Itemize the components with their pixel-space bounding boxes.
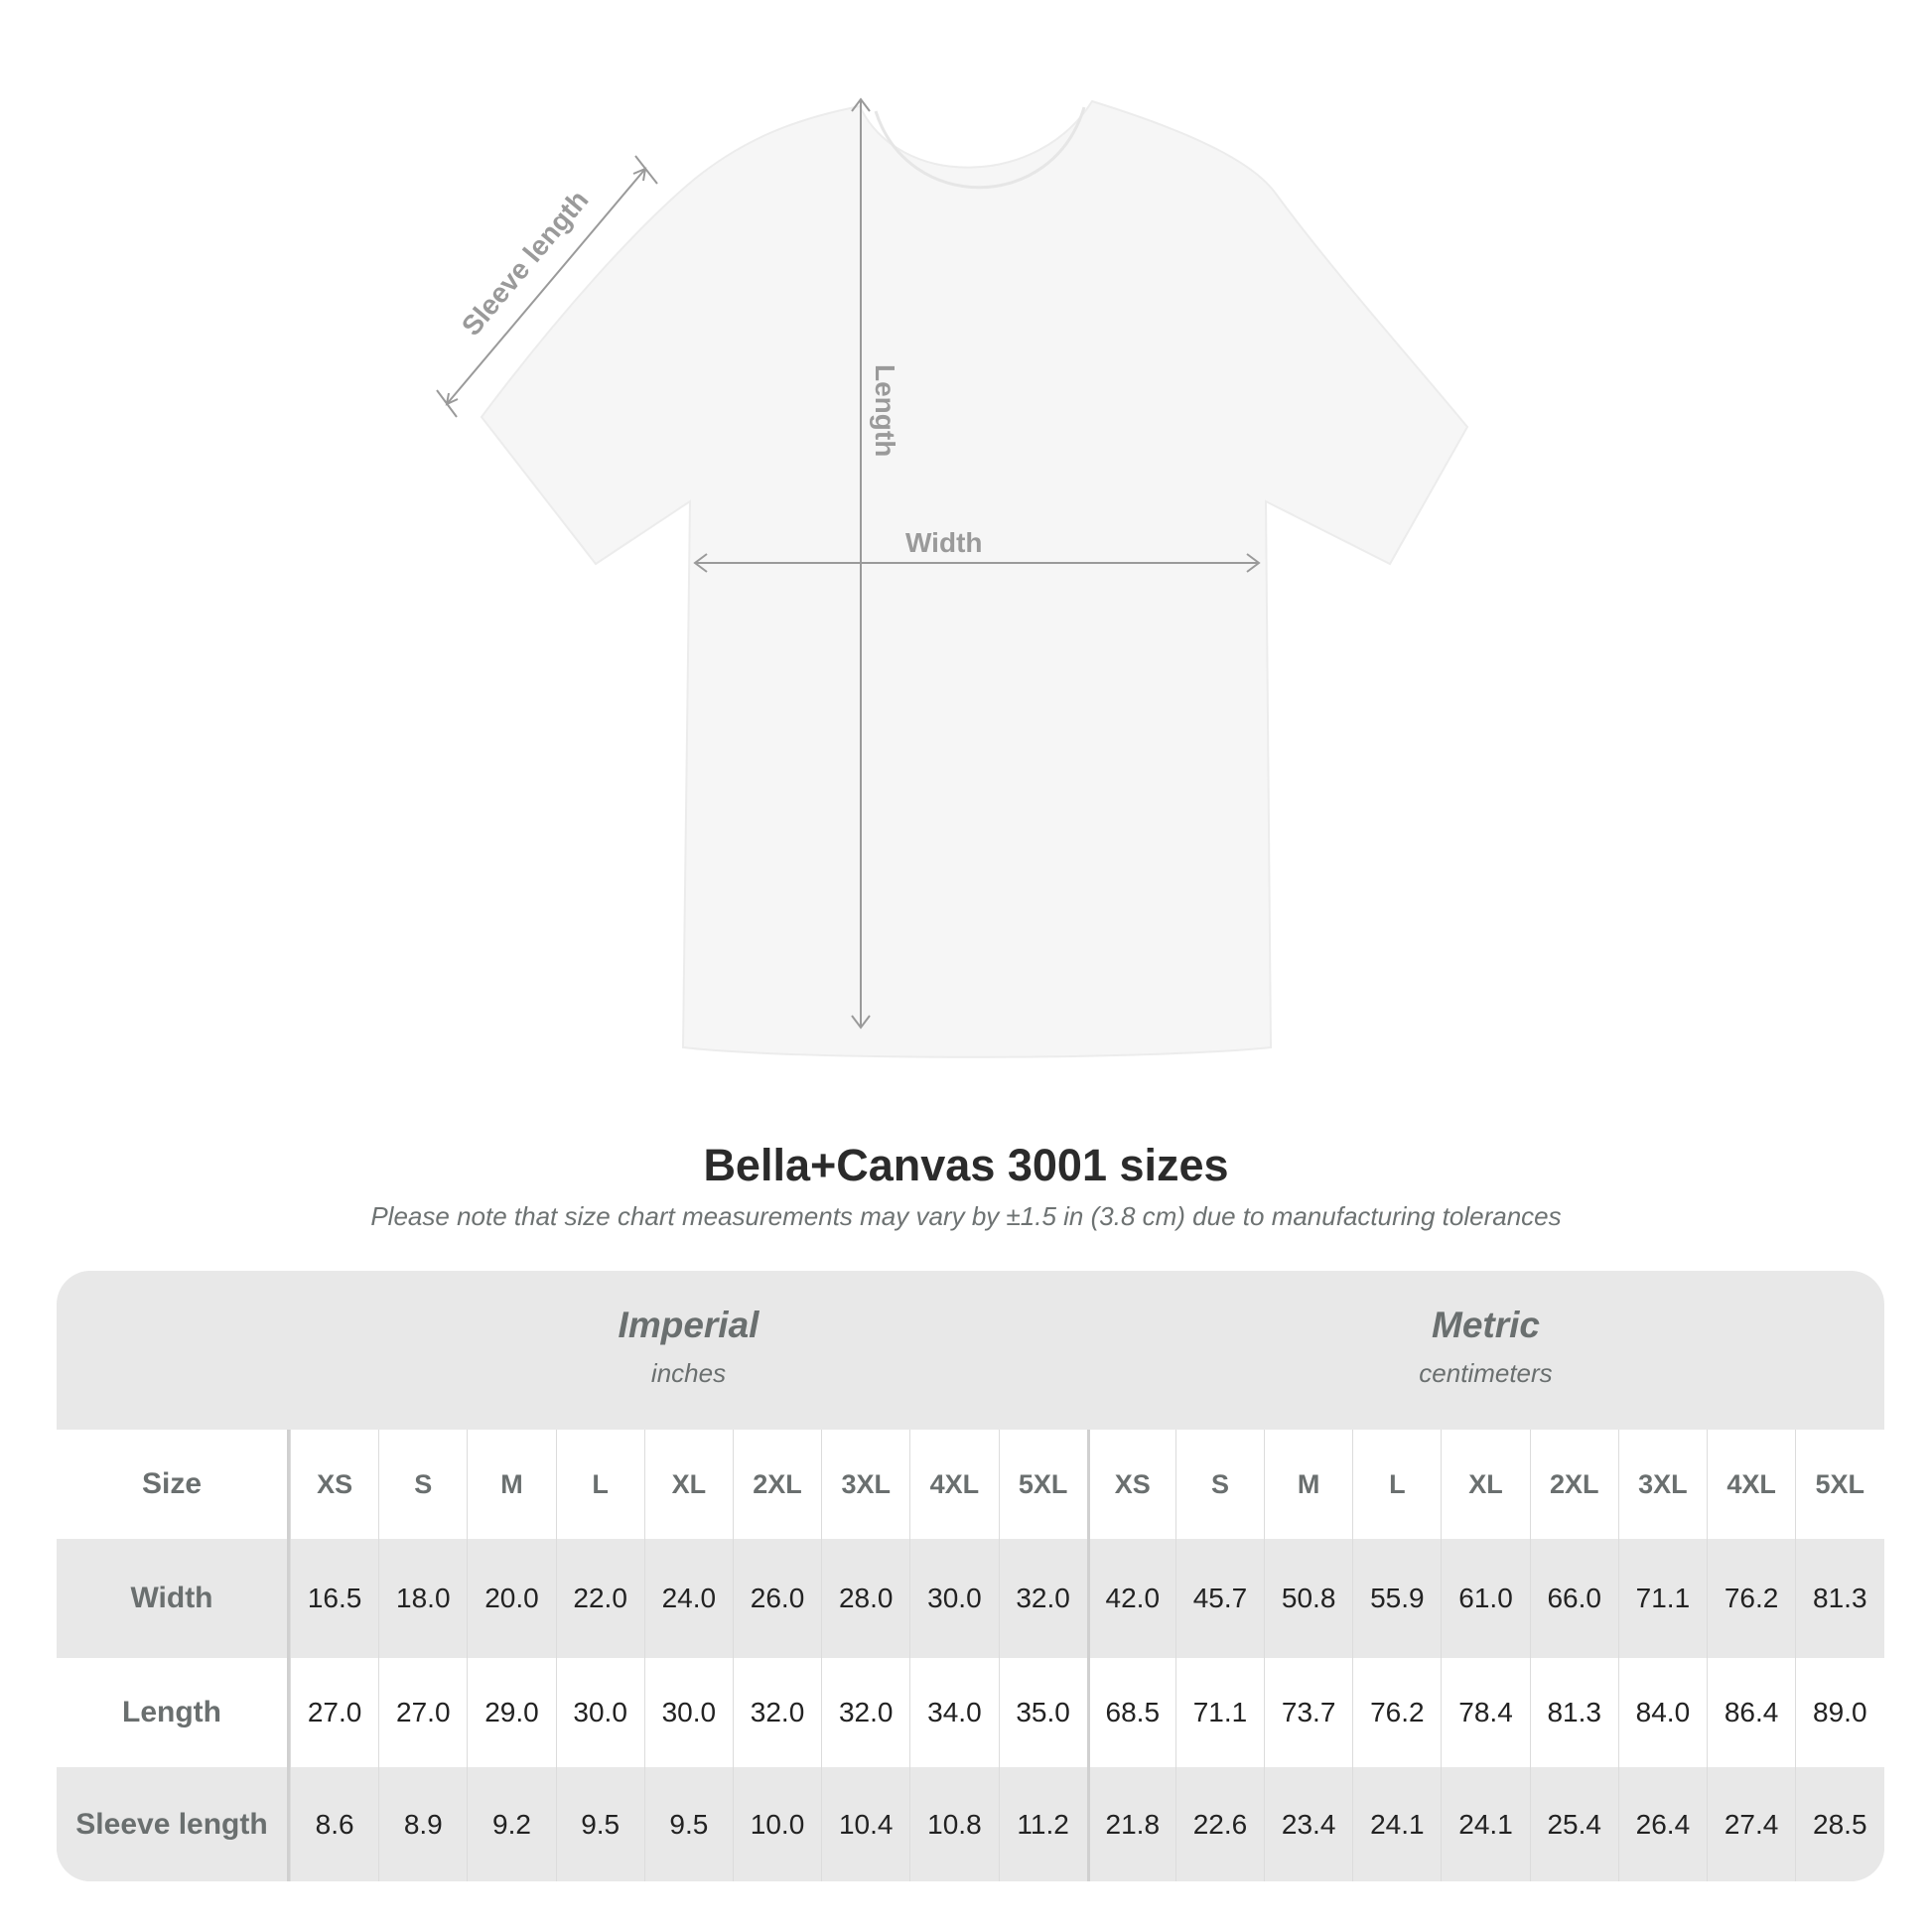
imperial-value-cell: 16.5 — [290, 1539, 378, 1658]
imperial-size-header: XL — [643, 1430, 733, 1539]
metric-value-cell: 61.0 — [1441, 1539, 1529, 1658]
metric-value-cell: 21.8 — [1086, 1767, 1175, 1881]
metric-size-header: XS — [1086, 1430, 1175, 1539]
row-label: Length — [57, 1658, 290, 1767]
imperial-size-header: 3XL — [821, 1430, 909, 1539]
metric-size-header: M — [1264, 1430, 1352, 1539]
imperial-header: Imperial inches — [290, 1271, 1087, 1430]
table-row: Width 16.5 18.0 20.0 22.0 24.0 26.0 28.0 30.0 32.… — [57, 1539, 1884, 1658]
row-label: Sleeve length — [57, 1767, 290, 1881]
imperial-value-cell: 10.4 — [821, 1767, 909, 1881]
metric-size-header: 5XL — [1795, 1430, 1883, 1539]
metric-value-cell: 28.5 — [1795, 1767, 1883, 1881]
imperial-value-cell: 26.0 — [732, 1539, 821, 1658]
imperial-value-cell: 34.0 — [909, 1658, 998, 1767]
width-label: Width — [905, 527, 983, 558]
tshirt-diagram: Sleeve length Length Width — [436, 97, 1469, 1058]
imperial-size-header: L — [555, 1430, 644, 1539]
size-header-row: Size XS S M L XL 2XL 3XL 4XL 5XL XS S M L XL 2XL 3XL 4XL 5… — [57, 1430, 1884, 1539]
imperial-size-header: XS — [290, 1430, 378, 1539]
metric-value-cell: 71.1 — [1617, 1539, 1707, 1658]
metric-value-cell: 81.3 — [1529, 1658, 1618, 1767]
length-label: Length — [870, 364, 900, 457]
imperial-value-cell: 10.0 — [732, 1767, 821, 1881]
metric-size-header: L — [1352, 1430, 1441, 1539]
imperial-value-cell: 30.0 — [643, 1658, 733, 1767]
imperial-value-cell: 11.2 — [998, 1767, 1087, 1881]
imperial-value-cell: 30.0 — [909, 1539, 998, 1658]
imperial-size-header: 4XL — [909, 1430, 998, 1539]
neck-collar — [874, 106, 1086, 190]
imperial-value-cell: 9.5 — [643, 1767, 733, 1881]
imperial-value-cell: 32.0 — [732, 1658, 821, 1767]
sleeve-length-arrow — [446, 168, 646, 405]
metric-value-cell: 24.1 — [1352, 1767, 1441, 1881]
row-label: Size — [57, 1430, 290, 1539]
metric-value-cell: 66.0 — [1529, 1539, 1618, 1658]
table-header: Imperial inches Metric centimeters — [57, 1271, 1884, 1430]
metric-header: Metric centimeters — [1087, 1271, 1884, 1430]
table-body: Size XS S M L XL 2XL 3XL 4XL 5XL XS S M L XL 2XL 3XL 4XL 5… — [57, 1430, 1884, 1881]
imperial-value-cell: 28.0 — [821, 1539, 909, 1658]
metric-value-cell: 76.2 — [1352, 1658, 1441, 1767]
imperial-value-cell: 9.2 — [467, 1767, 555, 1881]
imperial-value-cell: 32.0 — [821, 1658, 909, 1767]
table-row: Length 27.0 27.0 29.0 30.0 30.0 32.0 32.0 34.0 35… — [57, 1658, 1884, 1767]
metric-value-cell: 55.9 — [1352, 1539, 1441, 1658]
metric-value-cell: 26.4 — [1617, 1767, 1707, 1881]
metric-size-header: S — [1174, 1430, 1264, 1539]
metric-value-cell: 25.4 — [1529, 1767, 1618, 1881]
metric-value-cell: 84.0 — [1617, 1658, 1707, 1767]
imperial-value-cell: 24.0 — [643, 1539, 733, 1658]
metric-value-cell: 78.4 — [1441, 1658, 1529, 1767]
imperial-value-cell: 8.6 — [290, 1767, 378, 1881]
table-row: Sleeve length 8.6 8.9 9.2 9.5 9.5 10.0 10.4 10.8… — [57, 1767, 1884, 1881]
metric-value-cell: 23.4 — [1264, 1767, 1352, 1881]
row-label: Width — [57, 1539, 290, 1658]
imperial-unit: inches — [650, 1358, 727, 1388]
imperial-value-cell: 30.0 — [555, 1658, 644, 1767]
imperial-value-cell: 18.0 — [378, 1539, 467, 1658]
imperial-title: Imperial — [618, 1305, 759, 1345]
metric-value-cell: 76.2 — [1707, 1539, 1795, 1658]
metric-size-header: XL — [1441, 1430, 1529, 1539]
metric-value-cell: 27.4 — [1707, 1767, 1795, 1881]
imperial-size-header: M — [467, 1430, 555, 1539]
imperial-value-cell: 29.0 — [467, 1658, 555, 1767]
metric-value-cell: 89.0 — [1795, 1658, 1883, 1767]
metric-title: Metric — [1432, 1305, 1540, 1345]
metric-value-cell: 81.3 — [1795, 1539, 1883, 1658]
metric-value-cell: 24.1 — [1441, 1767, 1529, 1881]
imperial-size-header: 5XL — [998, 1430, 1087, 1539]
metric-value-cell: 68.5 — [1086, 1658, 1175, 1767]
imperial-value-cell: 8.9 — [378, 1767, 467, 1881]
metric-value-cell: 42.0 — [1086, 1539, 1175, 1658]
imperial-size-header: S — [378, 1430, 467, 1539]
imperial-value-cell: 35.0 — [998, 1658, 1087, 1767]
imperial-value-cell: 27.0 — [378, 1658, 467, 1767]
metric-size-header: 4XL — [1707, 1430, 1795, 1539]
tolerance-note: Please note that size chart measurements… — [370, 1201, 1562, 1231]
metric-size-header: 3XL — [1617, 1430, 1707, 1539]
imperial-size-header: 2XL — [732, 1430, 821, 1539]
metric-size-header: 2XL — [1529, 1430, 1618, 1539]
page-title: Bella+Canvas 3001 sizes — [703, 1140, 1229, 1190]
metric-value-cell: 71.1 — [1174, 1658, 1264, 1767]
imperial-value-cell: 9.5 — [555, 1767, 644, 1881]
metric-value-cell: 22.6 — [1174, 1767, 1264, 1881]
metric-value-cell: 86.4 — [1707, 1658, 1795, 1767]
imperial-value-cell: 10.8 — [909, 1767, 998, 1881]
imperial-value-cell: 32.0 — [998, 1539, 1087, 1658]
size-table: Imperial inches Metric centimeters Size X… — [57, 1271, 1884, 1881]
metric-value-cell: 45.7 — [1174, 1539, 1264, 1658]
imperial-value-cell: 27.0 — [290, 1658, 378, 1767]
imperial-value-cell: 22.0 — [555, 1539, 644, 1658]
metric-value-cell: 50.8 — [1264, 1539, 1352, 1658]
tshirt-shape — [480, 99, 1469, 1058]
metric-unit: centimeters — [1419, 1358, 1553, 1388]
imperial-value-cell: 20.0 — [467, 1539, 555, 1658]
metric-value-cell: 73.7 — [1264, 1658, 1352, 1767]
